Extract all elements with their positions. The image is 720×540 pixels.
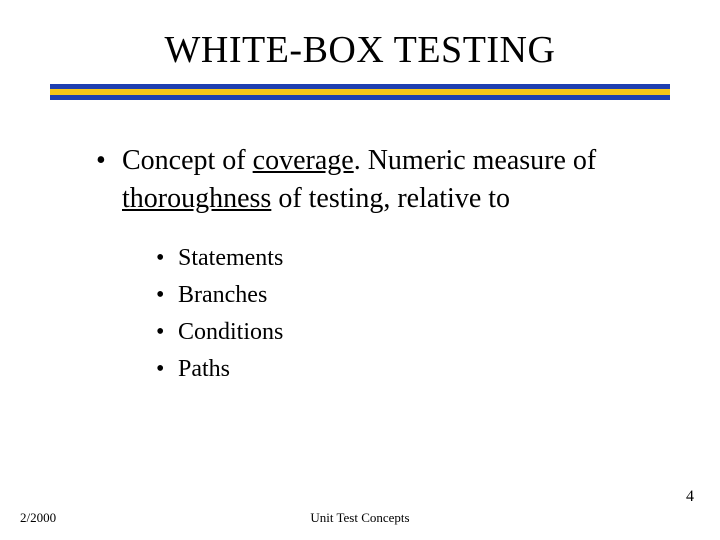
main-text-mid: . Numeric measure of	[354, 145, 597, 176]
sub-bullet-list: • Statements • Branches • Conditions • P…	[90, 240, 660, 389]
sub-item-label: Conditions	[178, 319, 283, 345]
bullet-dot-icon: •	[156, 240, 164, 277]
main-text-post: of testing, relative to	[271, 183, 510, 214]
main-text-u2: thoroughness	[122, 183, 271, 214]
slide: WHITE-BOX TESTING • Concept of coverage.…	[0, 0, 720, 540]
title-rule	[50, 84, 670, 100]
sub-item-label: Branches	[178, 282, 267, 308]
bullet-dot-icon: •	[96, 142, 106, 180]
footer-center: Unit Test Concepts	[0, 510, 720, 526]
bullet-dot-icon: •	[156, 351, 164, 388]
slide-body: • Concept of coverage. Numeric measure o…	[0, 142, 720, 388]
slide-title: WHITE-BOX TESTING	[0, 28, 720, 72]
main-text-pre: Concept of	[122, 145, 253, 176]
sub-item-label: Paths	[178, 356, 230, 382]
main-text-u1: coverage	[253, 145, 354, 176]
list-item: • Paths	[156, 351, 660, 388]
rule-bar-bot	[50, 95, 670, 100]
bullet-dot-icon: •	[156, 277, 164, 314]
sub-item-label: Statements	[178, 245, 283, 271]
list-item: • Conditions	[156, 314, 660, 351]
footer-page-number: 4	[686, 488, 694, 506]
list-item: • Branches	[156, 277, 660, 314]
main-bullet: • Concept of coverage. Numeric measure o…	[90, 142, 660, 218]
bullet-dot-icon: •	[156, 314, 164, 351]
list-item: • Statements	[156, 240, 660, 277]
